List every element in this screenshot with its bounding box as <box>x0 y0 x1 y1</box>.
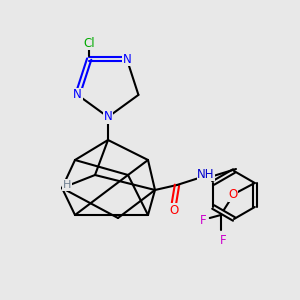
Text: F: F <box>220 233 226 247</box>
Text: N: N <box>122 52 131 66</box>
Text: F: F <box>200 214 206 226</box>
Text: O: O <box>169 203 178 217</box>
Text: N: N <box>73 88 82 101</box>
Text: N: N <box>103 110 112 124</box>
Text: Cl: Cl <box>83 37 95 50</box>
Text: O: O <box>228 188 237 202</box>
Text: H: H <box>63 180 71 190</box>
Text: NH: NH <box>197 167 215 181</box>
